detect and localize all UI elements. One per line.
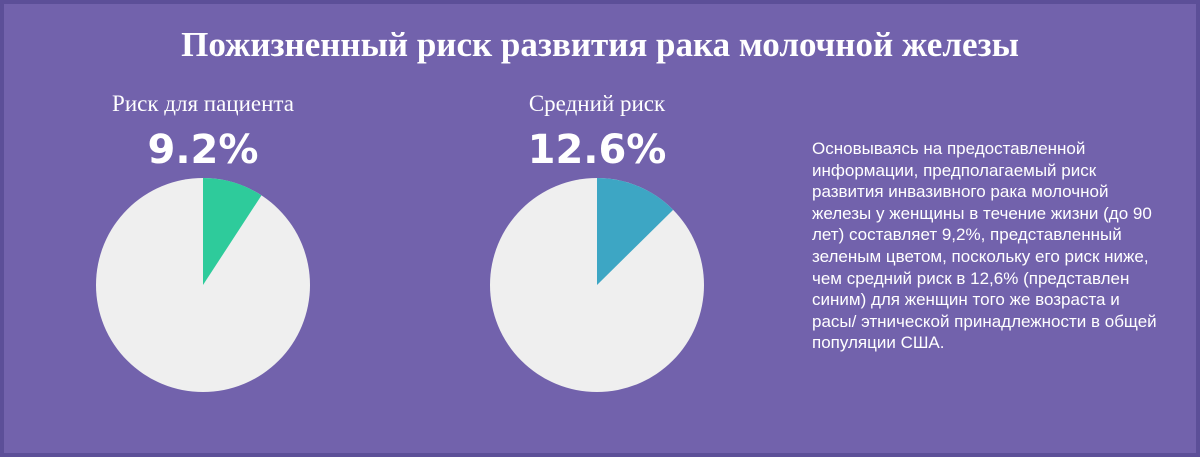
chart: Пожизненный риск развития рака молочной … (96, 25, 1019, 392)
value-label: 12.6% (528, 127, 667, 173)
pie-slice (597, 178, 674, 285)
value-label: 9.2% (148, 127, 259, 173)
description: Основываясь на предоставленной информаци… (812, 139, 1157, 353)
chart-title: Пожизненный риск развития рака молочной … (181, 25, 1019, 64)
pie-title: Риск для пациента (112, 91, 294, 116)
pie-slice (203, 178, 262, 285)
pie-title: Средний риск (529, 91, 666, 116)
